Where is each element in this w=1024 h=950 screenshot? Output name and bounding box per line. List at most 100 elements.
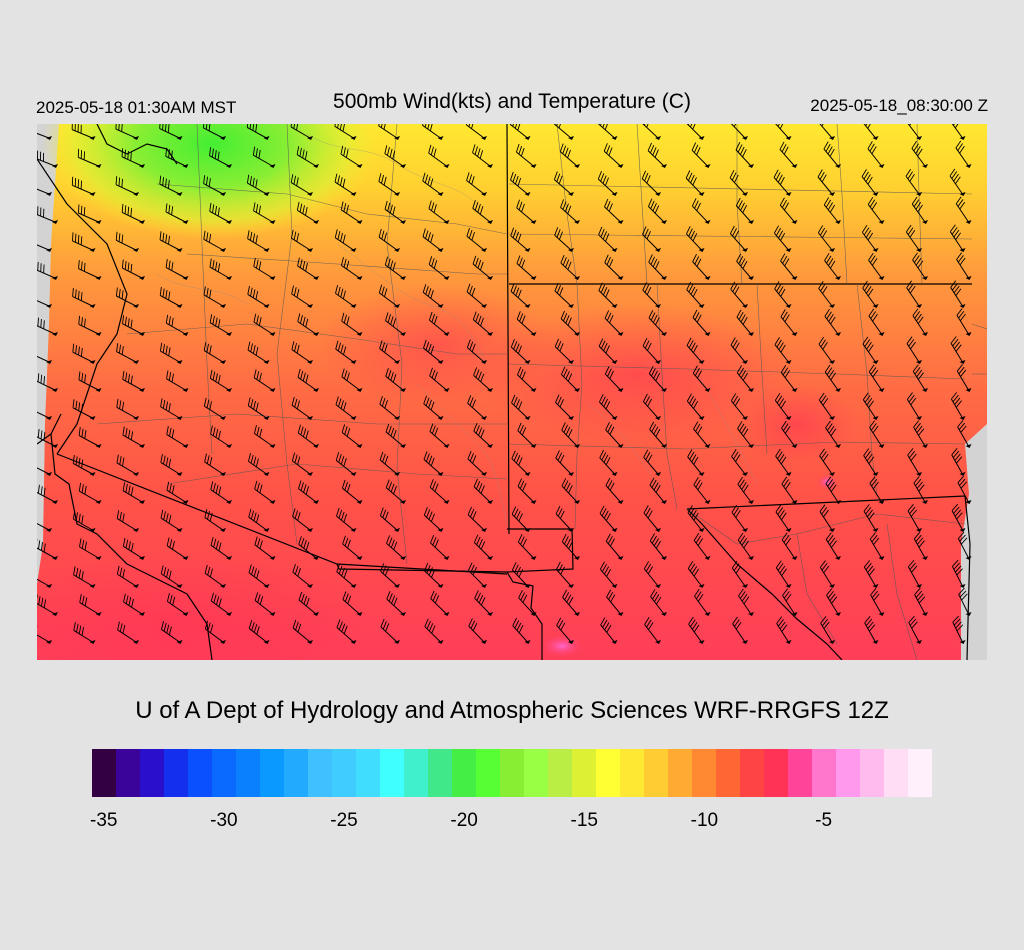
wind-barb	[731, 560, 748, 588]
wind-barb	[555, 561, 574, 588]
wind-barb	[37, 523, 52, 532]
wind-barb	[648, 254, 667, 280]
wind-barb	[115, 231, 139, 252]
wind-barb	[378, 124, 400, 140]
wind-barb	[819, 504, 835, 532]
wind-barb	[780, 253, 798, 280]
wind-barb	[380, 618, 400, 644]
wind-barb	[687, 449, 705, 476]
colorbar-swatch	[908, 749, 932, 797]
wind-barb	[77, 204, 102, 224]
wind-barb	[336, 507, 357, 532]
wind-barb	[648, 198, 667, 224]
wind-barb	[820, 616, 835, 644]
wind-barb	[861, 169, 879, 196]
wind-barb	[116, 454, 139, 476]
wind-barb	[730, 124, 748, 140]
wind-barb	[422, 284, 444, 308]
wind-barb	[342, 591, 363, 616]
wind-barb	[957, 420, 972, 448]
wind-barb	[466, 283, 487, 308]
wind-barb	[862, 280, 879, 308]
wind-barb	[378, 173, 400, 196]
wind-barb	[825, 532, 841, 560]
wind-barb	[37, 206, 58, 224]
wind-barb	[779, 197, 798, 224]
wind-barb	[204, 564, 226, 588]
terrain-contours	[156, 133, 758, 525]
wind-barb	[430, 590, 450, 616]
wind-barb	[209, 258, 232, 280]
colorbar-swatch	[884, 749, 908, 797]
wind-barb	[819, 448, 835, 476]
wind-barb	[687, 560, 705, 588]
wind-barb	[516, 199, 537, 224]
wind-barb	[166, 593, 189, 616]
wind-barb	[647, 142, 667, 168]
wind-barb	[122, 537, 145, 560]
wind-barb	[517, 478, 537, 504]
wind-barb	[736, 365, 754, 392]
colorbar-tick-label: -5	[815, 810, 833, 831]
wind-barb	[603, 143, 624, 168]
wind-barb	[782, 588, 798, 616]
colorbar-swatch	[308, 749, 332, 797]
wind-barb	[209, 202, 232, 224]
wind-barb	[913, 476, 928, 504]
wind-barb	[817, 169, 835, 196]
wind-barb	[780, 364, 798, 392]
wind-barb	[160, 398, 183, 420]
wind-barb	[605, 421, 624, 448]
wind-barb	[643, 505, 661, 532]
wind-barb	[121, 259, 145, 280]
wind-barb	[824, 308, 841, 336]
wind-barb	[472, 311, 493, 336]
wind-barb	[474, 590, 493, 616]
wind-barb	[730, 281, 748, 308]
wind-barb	[952, 615, 966, 644]
wind-barb	[160, 453, 183, 476]
wind-barb	[472, 144, 493, 168]
wind-barb	[430, 534, 450, 560]
wind-barb	[868, 252, 885, 280]
wind-barb	[37, 570, 52, 588]
wind-barb	[203, 230, 226, 252]
wind-barb	[298, 480, 319, 504]
wind-barb	[912, 252, 928, 280]
wind-barb	[253, 369, 276, 392]
wind-barb	[553, 124, 574, 140]
wind-barb	[292, 563, 313, 588]
wind-barb	[912, 308, 928, 336]
wind-barb	[599, 394, 618, 420]
wind-barb	[560, 310, 580, 336]
wind-barb	[422, 124, 444, 140]
colorbar-swatch	[284, 749, 308, 797]
wind-barb	[774, 337, 792, 364]
wind-barb	[341, 424, 363, 448]
wind-barb	[648, 365, 667, 392]
wind-barb	[775, 448, 792, 476]
wind-barb	[247, 230, 270, 252]
wind-barb	[781, 532, 798, 560]
wind-barb	[37, 261, 58, 280]
wind-barb	[606, 589, 624, 616]
wind-barb	[781, 420, 798, 448]
wind-barb	[774, 392, 792, 420]
wind-barb	[553, 171, 574, 196]
colorbar-swatch	[476, 749, 500, 797]
wind-barb	[248, 564, 270, 588]
wind-barb	[643, 449, 661, 476]
wind-barb	[869, 420, 885, 448]
wind-barb	[819, 124, 835, 140]
wind-barb	[210, 425, 232, 448]
wind-barb	[290, 124, 313, 140]
local-time-label: 2025-05-18 01:30AM MST	[36, 98, 237, 117]
wind-barb	[378, 284, 400, 308]
wind-barb	[775, 124, 792, 140]
wind-barb	[912, 364, 928, 392]
wind-barb	[72, 343, 96, 364]
wind-barb	[335, 340, 357, 364]
wind-barb	[37, 132, 52, 140]
wind-barb	[775, 504, 792, 532]
wind-barb	[774, 281, 792, 308]
